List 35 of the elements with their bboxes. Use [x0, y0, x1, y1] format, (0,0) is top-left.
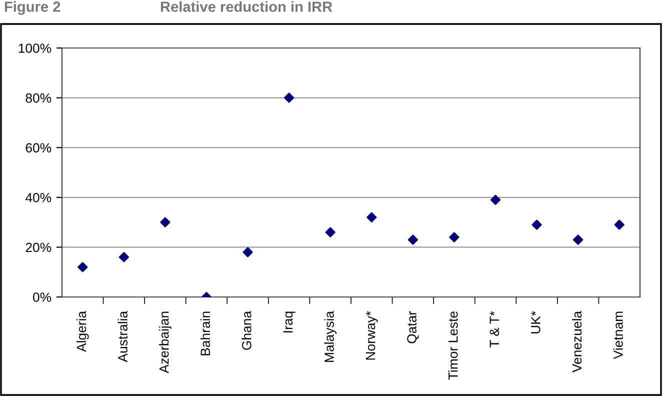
y-tick-label: 60%	[26, 143, 52, 153]
x-tick-label: Vietnam	[613, 312, 623, 359]
point	[78, 262, 88, 272]
point	[118, 252, 130, 262]
x-tick-label: Ghana	[242, 310, 252, 350]
x-tick-label: Azerbaijan	[159, 312, 172, 374]
point	[160, 217, 170, 228]
point	[532, 220, 542, 230]
x-tick-label: T & T*	[490, 311, 500, 348]
x-tick-label: Qatar	[407, 311, 419, 344]
y-tick-label: 100%	[18, 44, 52, 53]
x-tick-label: Venezuela	[572, 310, 582, 372]
point	[614, 220, 624, 230]
x-tick-label: Australia	[118, 310, 128, 362]
y-tick-label: 20%	[26, 242, 52, 252]
point	[490, 194, 501, 205]
point	[242, 247, 253, 258]
x-tick-label: Bahrain	[200, 312, 210, 356]
point	[325, 227, 336, 238]
chart-title: Relative reduction in IRR	[160, 1, 332, 12]
x-tick-label: Timor Leste	[448, 311, 458, 380]
x-tick-label: Norway*	[366, 311, 378, 360]
caption: Figure 2	[4, 1, 60, 15]
point	[284, 92, 294, 103]
x-tick-label: Iraq	[283, 312, 296, 332]
x-tick-label: Algeria	[76, 310, 89, 352]
point	[366, 212, 377, 222]
y-tick-label: 80%	[26, 93, 52, 103]
point	[449, 232, 460, 242]
point	[408, 234, 418, 245]
y-tick-label: 0%	[33, 292, 52, 302]
point	[572, 234, 584, 245]
x-tick-label: UK*	[531, 311, 540, 334]
y-tick-label: 40%	[25, 192, 52, 202]
x-tick-label: Malaysia	[324, 310, 337, 362]
